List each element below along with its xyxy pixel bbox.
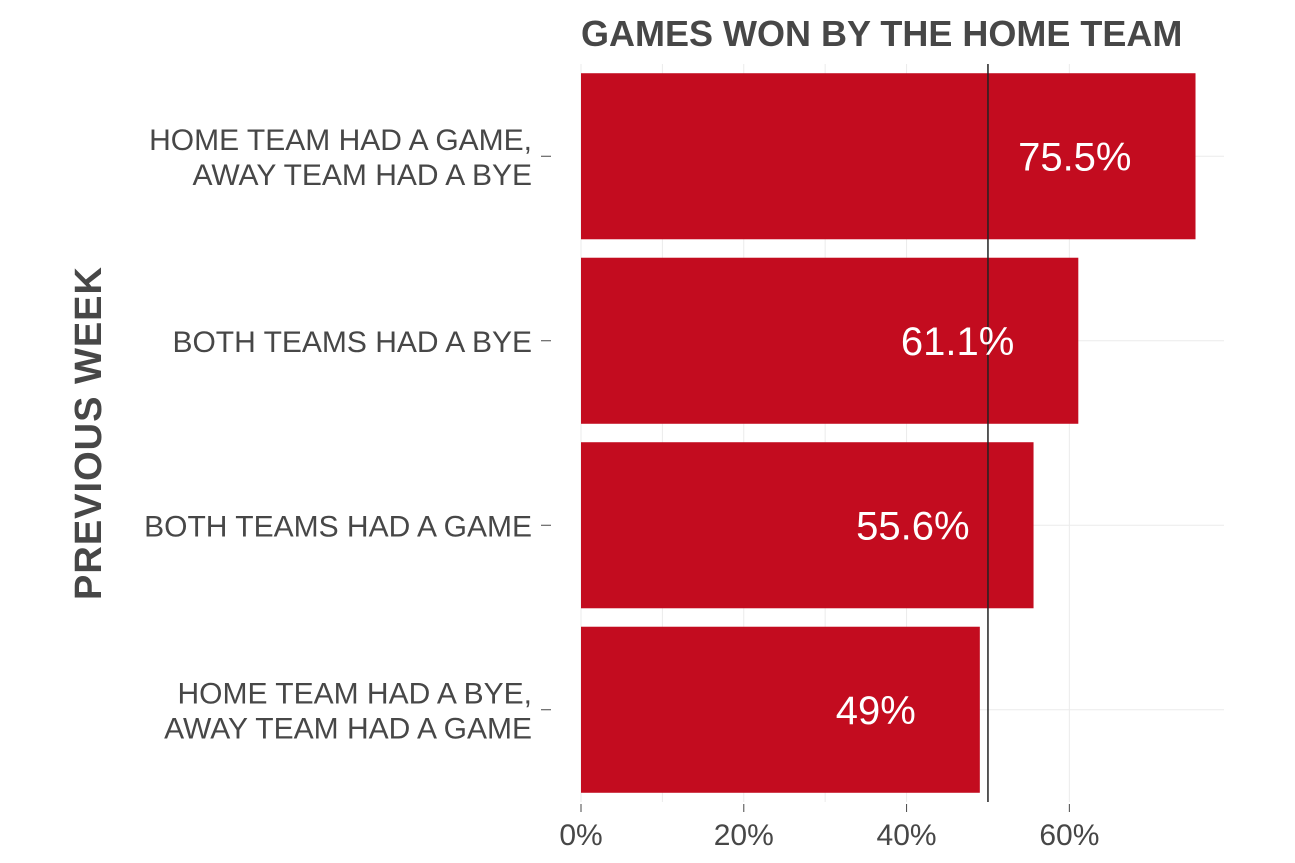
x-tick-label: 40%	[877, 819, 937, 852]
bar	[581, 257, 1079, 424]
bar	[581, 442, 1034, 609]
data-label: 75.5%	[1018, 135, 1131, 179]
x-tick-labels: 0% 20% 40% 60%	[559, 804, 1099, 852]
category-label: AWAY TEAM HAD A BYE	[192, 159, 532, 192]
category-label: HOME TEAM HAD A GAME,	[149, 124, 532, 157]
data-label: 55.6%	[856, 504, 969, 548]
x-tick-label: 0%	[559, 819, 602, 852]
data-label: 61.1%	[901, 320, 1014, 364]
data-labels: 75.5% 61.1% 55.6% 49%	[836, 135, 1132, 733]
x-tick-label: 60%	[1039, 819, 1099, 852]
category-label: HOME TEAM HAD A BYE,	[177, 677, 532, 710]
category-label: AWAY TEAM HAD A GAME	[164, 712, 532, 745]
category-label: BOTH TEAMS HAD A GAME	[144, 510, 532, 543]
chart-title: GAMES WON BY THE HOME TEAM	[581, 13, 1182, 54]
category-label: BOTH TEAMS HAD A BYE	[172, 326, 532, 359]
bar	[581, 73, 1196, 240]
y-axis-label: PREVIOUS WEEK	[68, 266, 110, 600]
x-tick-label: 20%	[714, 819, 774, 852]
data-label: 49%	[836, 689, 916, 733]
bar	[581, 626, 980, 793]
bars	[581, 73, 1196, 793]
category-labels: HOME TEAM HAD A GAME,AWAY TEAM HAD A BYE…	[144, 124, 551, 745]
